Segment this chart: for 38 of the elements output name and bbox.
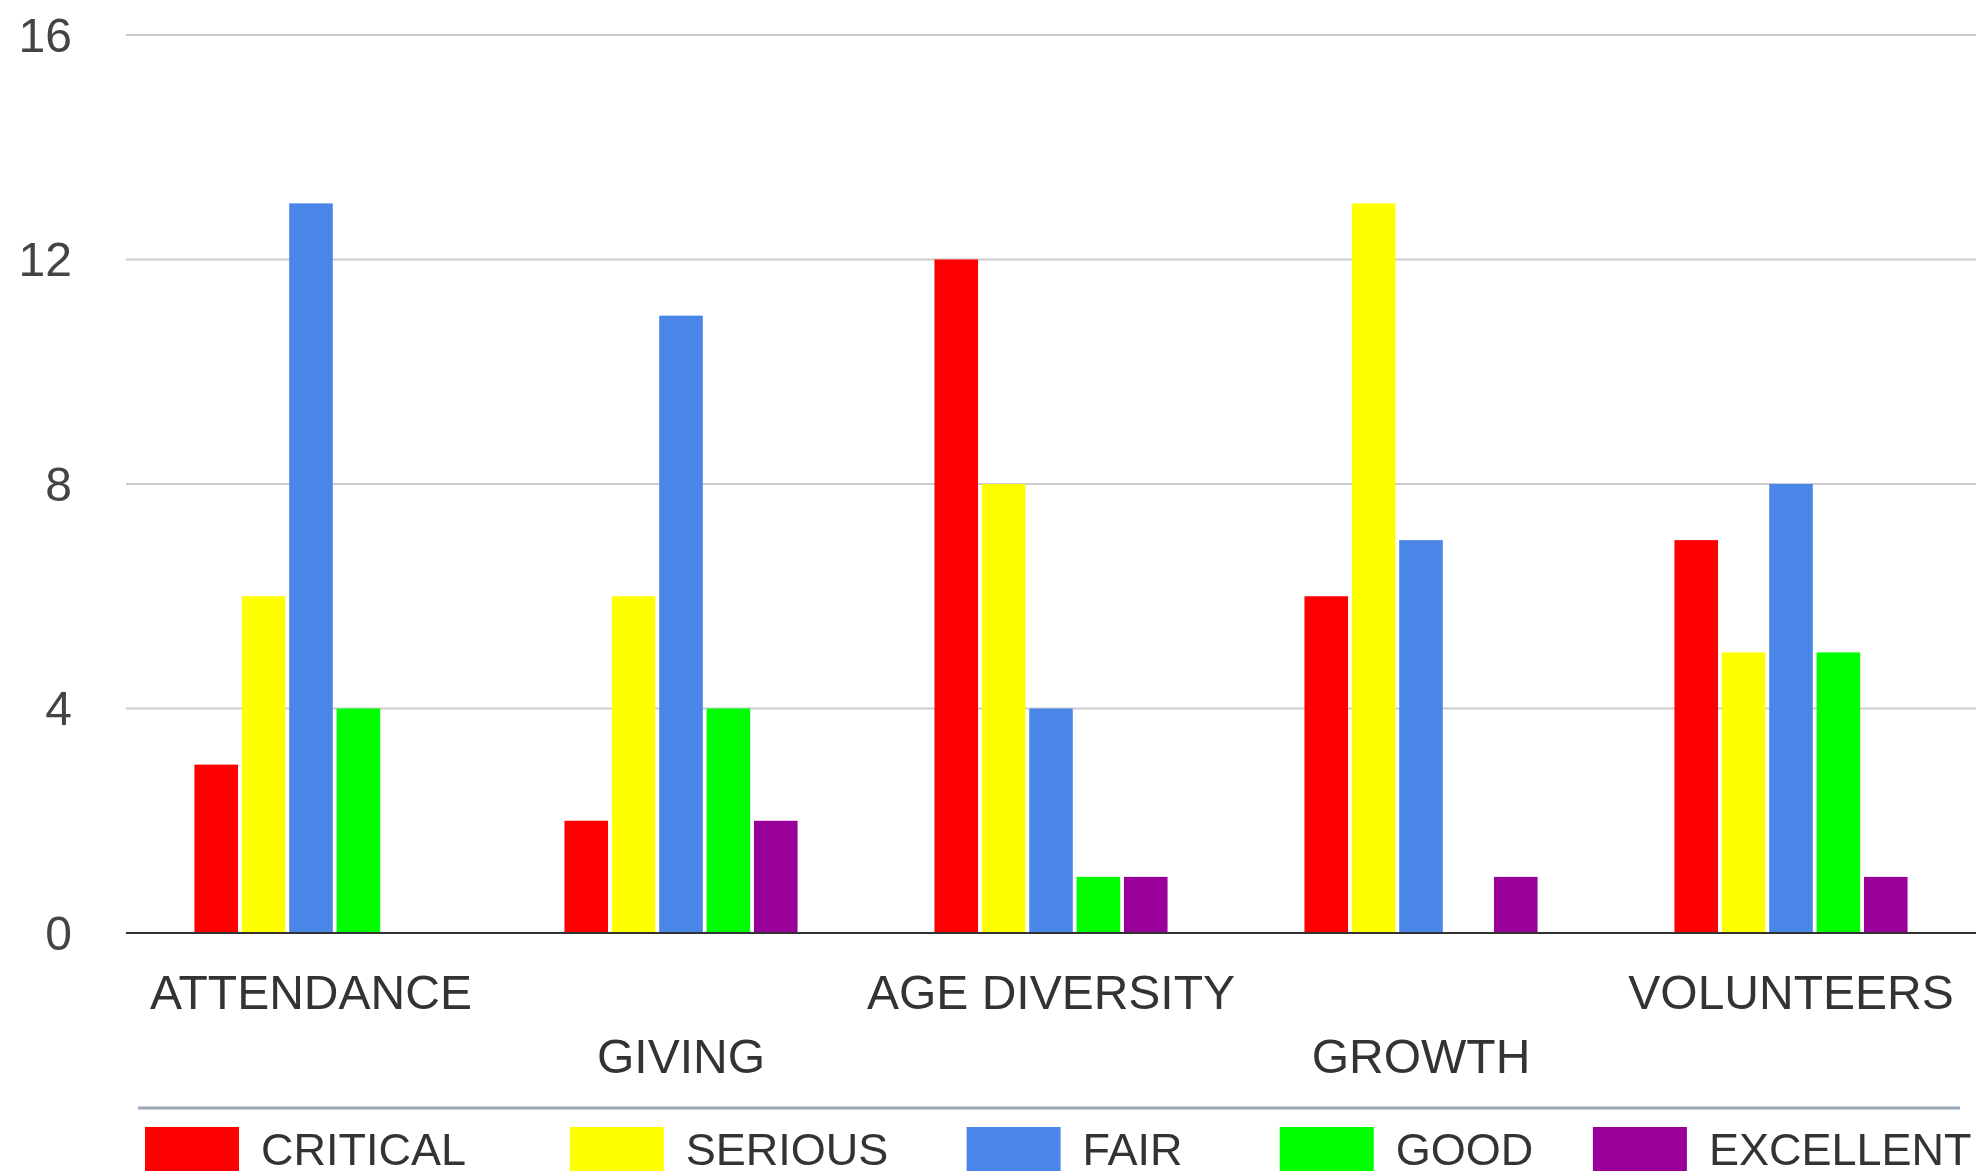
bar bbox=[1076, 876, 1121, 933]
bar bbox=[194, 764, 239, 933]
bar bbox=[1123, 876, 1168, 933]
legend-label: EXCELLENT bbox=[1708, 1123, 1972, 1174]
bar bbox=[1674, 540, 1719, 933]
bar bbox=[1029, 708, 1073, 933]
x-tick-label: ATTENDANCE bbox=[150, 965, 472, 1019]
legend-label: CRITICAL bbox=[261, 1123, 467, 1174]
bar bbox=[336, 708, 381, 933]
x-tick-label: GROWTH bbox=[1311, 1029, 1531, 1083]
bar bbox=[934, 259, 979, 933]
bar bbox=[1769, 484, 1813, 933]
x-tick-label: VOLUNTEERS bbox=[1628, 965, 1954, 1019]
x-tick-label: AGE DIVERSITY bbox=[866, 965, 1236, 1019]
y-tick-label: 12 bbox=[18, 233, 72, 287]
bar bbox=[1304, 596, 1349, 933]
y-tick-label: 16 bbox=[18, 8, 72, 62]
bar bbox=[753, 820, 798, 933]
legend-label: FAIR bbox=[1082, 1123, 1183, 1174]
legend-label: SERIOUS bbox=[685, 1123, 889, 1174]
y-tick-label: 0 bbox=[45, 906, 72, 960]
bar bbox=[1721, 652, 1766, 933]
bar bbox=[241, 596, 286, 933]
bar bbox=[1816, 652, 1861, 933]
bar bbox=[289, 203, 333, 933]
bar bbox=[611, 596, 656, 933]
bar bbox=[706, 708, 751, 933]
bar bbox=[659, 315, 703, 933]
x-tick-label: GIVING bbox=[596, 1029, 766, 1083]
bar bbox=[1351, 203, 1396, 933]
bar bbox=[564, 820, 609, 933]
y-tick-label: 4 bbox=[45, 682, 72, 736]
bar bbox=[1399, 540, 1443, 933]
bar bbox=[1493, 876, 1538, 933]
y-tick-label: 8 bbox=[45, 457, 72, 511]
bar bbox=[981, 484, 1026, 933]
legend-label: GOOD bbox=[1395, 1123, 1534, 1174]
bar bbox=[1863, 876, 1908, 933]
